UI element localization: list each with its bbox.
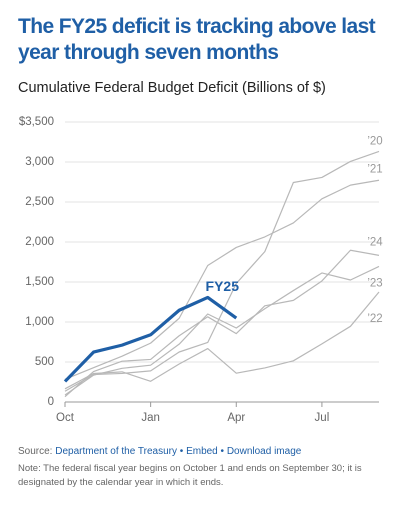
x-tick-label: Jan [141, 412, 160, 424]
series-label: ’20 [367, 135, 382, 147]
series-line [64, 249, 380, 398]
x-tick-label: Oct [56, 412, 75, 424]
chart-subtitle: Cumulative Federal Budget Deficit (Billi… [18, 80, 326, 96]
y-tick-label: 3,000 [25, 156, 54, 168]
chart: 0 500 1,000 1,500 2,000 2,500 3,000 $3,500 Oct Ja… [19, 116, 383, 424]
embed-link[interactable]: Embed [186, 446, 218, 457]
series-label: ’21 [367, 163, 382, 175]
series-line [64, 150, 380, 392]
series-line [63, 295, 238, 383]
y-tick-label: 0 [48, 396, 54, 408]
y-tick-label: 500 [35, 356, 54, 368]
note: Note: The federal fiscal year begins on … [18, 463, 362, 488]
series-label: FY25 [206, 278, 240, 294]
series-label: ’24 [367, 236, 383, 248]
source-link[interactable]: Department of the Treasury [55, 446, 177, 457]
series-line [64, 291, 380, 390]
source-label: Source: [18, 446, 53, 457]
series-label: ’22 [367, 313, 382, 325]
series-label: ’23 [367, 277, 382, 289]
y-tick-label: 1,500 [25, 276, 54, 288]
separator: • [179, 446, 184, 457]
series-line [64, 179, 380, 380]
series-line [64, 265, 380, 396]
download-link[interactable]: Download image [226, 446, 302, 457]
y-tick-label: 2,000 [25, 236, 54, 248]
y-tick-label: $3,500 [19, 116, 54, 128]
x-tick-label: Jul [315, 412, 330, 424]
separator: • [220, 446, 225, 457]
y-tick-label: 2,500 [25, 196, 54, 208]
chart-title: The FY25 deficit is tracking above last … [18, 15, 376, 64]
source-line: Source: Department of the Treasury • Emb… [18, 446, 301, 457]
x-tick-label: Apr [227, 412, 245, 424]
y-tick-label: 1,000 [25, 316, 54, 328]
